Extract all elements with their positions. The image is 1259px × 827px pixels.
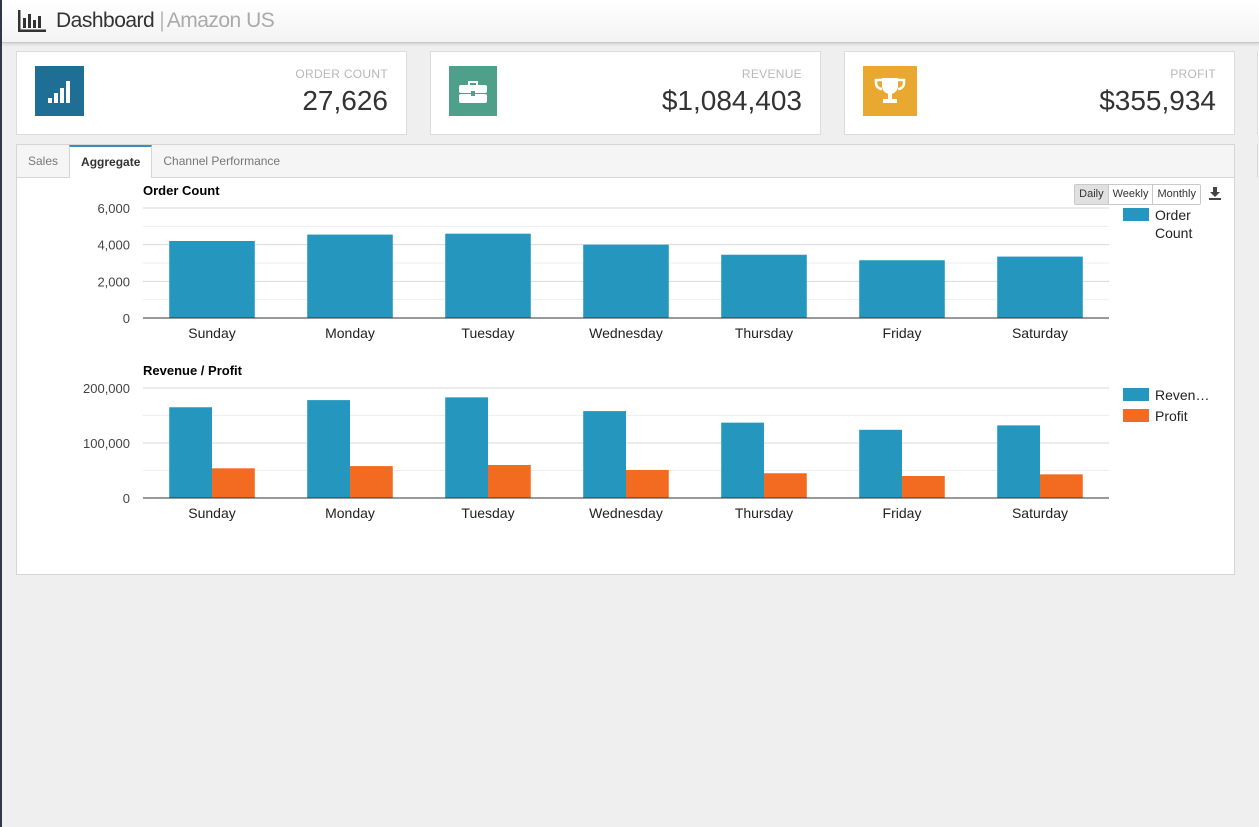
bar-profit bbox=[1040, 474, 1083, 498]
bar-order-count bbox=[997, 256, 1083, 318]
offscreen-card-edge bbox=[1257, 51, 1259, 135]
kpi-value: 27,626 bbox=[302, 85, 388, 116]
bar-profit bbox=[626, 469, 669, 498]
aggregate-panel: Sales Aggregate Channel Performance Dail… bbox=[16, 144, 1235, 575]
charts-canvas: Order Count 0 2,000 4,000 6,000 Sunday Monday T… bbox=[83, 183, 1209, 521]
bar-order-count bbox=[169, 241, 255, 318]
tab-aggregate[interactable]: Aggregate bbox=[69, 145, 153, 178]
tab-bar: Sales Aggregate Channel Performance bbox=[17, 145, 1234, 178]
legend-label: Profit bbox=[1155, 408, 1188, 424]
legend-label: Order bbox=[1155, 207, 1191, 223]
download-icon[interactable] bbox=[1208, 186, 1222, 200]
y-tick-label: 2,000 bbox=[97, 274, 130, 289]
kpi-card-order-count: ORDER COUNT 27,626 bbox=[16, 51, 407, 135]
x-tick-label: Thursday bbox=[735, 325, 793, 341]
legend-swatch bbox=[1123, 409, 1149, 422]
y-tick-label: 0 bbox=[123, 491, 130, 506]
y-tick-label: 6,000 bbox=[97, 201, 130, 216]
x-tick-label: Monday bbox=[325, 505, 375, 521]
x-tick-label: Wednesday bbox=[589, 505, 663, 521]
x-tick-label: Sunday bbox=[188, 505, 235, 521]
chart-title: Order Count bbox=[143, 183, 220, 198]
chart-order-count: Order Count 0 2,000 4,000 6,000 Sunday Monday T… bbox=[97, 183, 1192, 341]
x-tick-label: Wednesday bbox=[589, 325, 663, 341]
bar-revenue bbox=[997, 425, 1040, 498]
bar-revenue bbox=[721, 422, 764, 498]
x-tick-label: Saturday bbox=[1012, 505, 1068, 521]
y-tick-label: 0 bbox=[123, 311, 130, 326]
x-tick-label: Saturday bbox=[1012, 325, 1068, 341]
kpi-label: ORDER COUNT bbox=[295, 67, 388, 81]
kpi-label: PROFIT bbox=[1170, 67, 1216, 81]
signal-bars-icon bbox=[35, 66, 84, 116]
bar-chart-icon bbox=[18, 10, 46, 32]
bar-profit bbox=[764, 473, 807, 498]
x-tick-label: Tuesday bbox=[461, 325, 514, 341]
y-tick-label: 200,000 bbox=[83, 381, 130, 396]
marketplace-name: Amazon US bbox=[166, 9, 275, 32]
bar-revenue bbox=[859, 429, 902, 498]
legend-label: Reven… bbox=[1155, 387, 1209, 403]
bar-order-count bbox=[583, 244, 669, 318]
app-header: Dashboard | Amazon US bbox=[2, 0, 1259, 43]
y-tick-label: 4,000 bbox=[97, 238, 130, 253]
bar-order-count bbox=[307, 234, 393, 318]
kpi-card-revenue: REVENUE $1,084,403 bbox=[430, 51, 821, 135]
x-tick-label: Monday bbox=[325, 325, 375, 341]
bar-order-count bbox=[445, 233, 531, 318]
bar-profit bbox=[488, 465, 531, 498]
kpi-label: REVENUE bbox=[741, 67, 802, 81]
page-title: Dashboard bbox=[56, 9, 155, 32]
kpi-card-profit: PROFIT $355,934 bbox=[844, 51, 1235, 135]
bar-profit bbox=[212, 468, 255, 498]
bar-profit bbox=[902, 476, 945, 498]
period-toggle: Daily Weekly Monthly bbox=[1074, 184, 1201, 205]
trophy-icon bbox=[863, 66, 917, 116]
x-tick-label: Friday bbox=[883, 505, 922, 521]
chart-revenue-profit: Revenue / Profit 0 100,000 200,000 Sunday Mon… bbox=[83, 363, 1209, 521]
y-tick-label: 100,000 bbox=[83, 436, 130, 451]
bar-revenue bbox=[307, 400, 350, 498]
x-tick-label: Tuesday bbox=[461, 505, 514, 521]
daily-button[interactable]: Daily bbox=[1075, 185, 1108, 204]
x-tick-label: Friday bbox=[883, 325, 922, 341]
weekly-button[interactable]: Weekly bbox=[1107, 185, 1153, 204]
tab-channel-performance[interactable]: Channel Performance bbox=[163, 154, 281, 168]
offscreen-panel-edge bbox=[1257, 144, 1259, 177]
bar-revenue bbox=[583, 411, 626, 498]
bar-order-count bbox=[859, 260, 945, 318]
briefcase-icon bbox=[449, 66, 497, 116]
bar-profit bbox=[350, 466, 393, 498]
tab-sales[interactable]: Sales bbox=[28, 154, 59, 168]
x-tick-label: Thursday bbox=[735, 505, 793, 521]
kpi-value: $1,084,403 bbox=[661, 85, 802, 116]
chart-title: Revenue / Profit bbox=[143, 363, 243, 378]
bar-order-count bbox=[721, 254, 807, 318]
x-tick-label: Sunday bbox=[188, 325, 235, 341]
bar-revenue bbox=[169, 407, 212, 498]
monthly-button[interactable]: Monthly bbox=[1152, 185, 1200, 204]
title-separator: | bbox=[159, 9, 165, 32]
bar-revenue bbox=[445, 397, 488, 498]
legend-label: Count bbox=[1155, 225, 1192, 241]
legend-swatch bbox=[1123, 208, 1149, 221]
legend-swatch bbox=[1123, 388, 1149, 401]
kpi-value: $355,934 bbox=[1099, 85, 1216, 116]
